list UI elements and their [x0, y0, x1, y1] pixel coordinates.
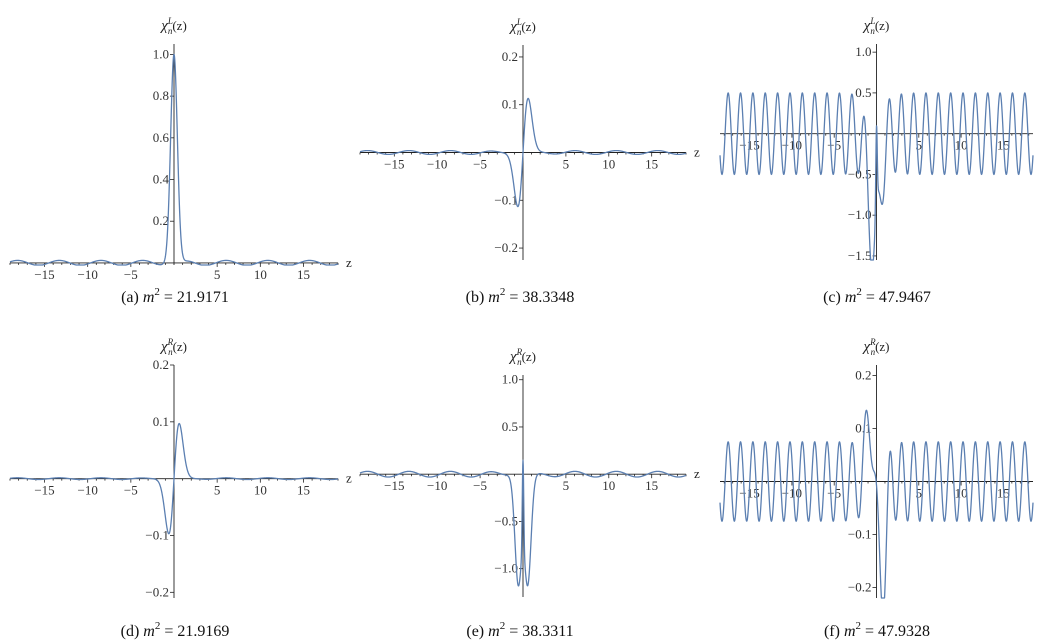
y-tick-label: −0.2: [848, 579, 872, 594]
x-tick-label: 10: [254, 483, 267, 498]
y-tick-label: −0.1: [848, 526, 872, 541]
data-series-line: [359, 97, 687, 208]
panel-caption: (a) m2 = 21.9171: [121, 286, 229, 306]
panel-caption: (f) m2 = 47.9328: [824, 620, 930, 640]
y-tick-label: 0.1: [502, 97, 518, 112]
y-tick-label: 0.2: [153, 357, 169, 372]
y-tick-label: −1.0: [494, 561, 518, 576]
panel-e: −15 −10 −5 5 10 15 −1.0 −0.5 0.5 1.0 χR n(z) z (e) m2…: [359, 347, 700, 640]
y-tick-label: −0.1: [494, 192, 518, 207]
panel-d: −15 −10 −5 5 10 15 −0.2 −0.1 0.1 0.2χR n(z) z (d) m2…: [9, 337, 352, 640]
y-tick-label: 0.5: [855, 85, 871, 100]
x-tick-label: 5: [916, 486, 923, 501]
x-tick-label: 5: [916, 138, 923, 153]
data-series-line: [359, 459, 687, 587]
x-tick-label: −10: [78, 483, 98, 498]
data-series-line: [9, 422, 339, 535]
y-axis-label: χL n(z): [508, 17, 536, 37]
x-tick-label: 5: [214, 483, 221, 498]
y-tick-label: 0.1: [855, 421, 871, 436]
x-tick-label: −15: [34, 267, 54, 282]
x-tick-label: −10: [427, 478, 447, 493]
y-tick-label: 1.0: [855, 44, 871, 59]
y-tick-label: 0.5: [502, 419, 518, 434]
y-axis-label: χR n(z): [508, 347, 536, 367]
x-axis-label: z: [694, 145, 700, 160]
x-tick-label: −5: [827, 138, 841, 153]
y-axis-label: χR n(z): [861, 337, 889, 357]
y-tick-label: −0.5: [494, 513, 518, 528]
y-axis-label: χL n(z): [159, 16, 187, 36]
x-axis-label: z: [694, 466, 700, 481]
x-tick-label: 15: [645, 157, 658, 172]
x-tick-label: 15: [297, 483, 310, 498]
x-tick-label: −10: [78, 267, 98, 282]
panel-caption: (d) m2 = 21.9169: [121, 620, 230, 640]
y-tick-label: 1.0: [502, 372, 518, 387]
x-axis-label: z: [346, 471, 352, 486]
y-tick-label: −0.1: [145, 527, 169, 542]
x-tick-label: −5: [473, 478, 487, 493]
y-tick-label: −0.5: [848, 166, 872, 181]
x-tick-label: 5: [563, 157, 570, 172]
x-tick-label: −5: [473, 157, 487, 172]
x-tick-label: −15: [384, 478, 404, 493]
x-axis-label: z: [346, 255, 352, 270]
data-series-line: [719, 409, 1034, 599]
x-tick-label: 15: [645, 478, 658, 493]
x-tick-label: 10: [602, 478, 615, 493]
y-tick-label: 0.8: [153, 88, 169, 103]
y-tick-label: −1.0: [848, 207, 872, 222]
panel-caption: (b) m2 = 38.3348: [466, 286, 575, 306]
x-tick-label: 10: [955, 486, 968, 501]
x-tick-label: 15: [297, 267, 310, 282]
y-tick-label: −0.2: [145, 584, 169, 599]
y-tick-label: −0.2: [494, 240, 518, 255]
y-tick-label: 0.4: [153, 172, 170, 187]
x-tick-label: −5: [827, 486, 841, 501]
x-tick-label: −15: [384, 157, 404, 172]
y-tick-label: −1.5: [848, 248, 872, 263]
x-tick-label: 10: [254, 267, 267, 282]
panel-caption: (c) m2 = 47.9467: [823, 286, 931, 306]
y-tick-label: 0.2: [153, 213, 169, 228]
panel-a: −15 −10 −5 5 10 15 0.2 0.4 0.6 0.8 1.0 χL n(z) z (a) m…: [9, 16, 352, 306]
y-tick-label: 0.2: [502, 49, 518, 64]
x-tick-label: −5: [124, 267, 138, 282]
data-series-line: [9, 53, 339, 266]
x-tick-label: 5: [214, 267, 221, 282]
y-axis-label: χL n(z): [862, 16, 890, 36]
y-tick-label: 1.0: [153, 46, 169, 61]
x-tick-label: 5: [563, 478, 570, 493]
panel-f: −15 −10 −5 5 10 15−0.2−0.10.10.2χR n(z)(f) m2 …: [719, 337, 1034, 640]
x-tick-label: 10: [602, 157, 615, 172]
panel-b: −15 −10 −5 5 10 15 −0.2 −0.1 0.1 0.2 χL n(z) z (b) m2…: [359, 17, 700, 306]
panel-caption: (e) m2 = 38.3311: [466, 620, 573, 640]
x-tick-label: −15: [34, 483, 54, 498]
y-tick-label: 0.2: [855, 368, 871, 383]
y-tick-label: 0.1: [153, 414, 169, 429]
x-tick-label: −5: [124, 483, 138, 498]
panel-c: −15 −10 −5 5 10 15−1.5−1.0−0.50.51.0χL n(z)(c)…: [719, 16, 1034, 306]
y-axis-label: χR n(z): [159, 337, 187, 357]
data-series-line: [719, 92, 1034, 261]
y-tick-label: 0.6: [153, 130, 170, 145]
x-tick-label: 10: [955, 138, 968, 153]
x-tick-label: −10: [427, 157, 447, 172]
